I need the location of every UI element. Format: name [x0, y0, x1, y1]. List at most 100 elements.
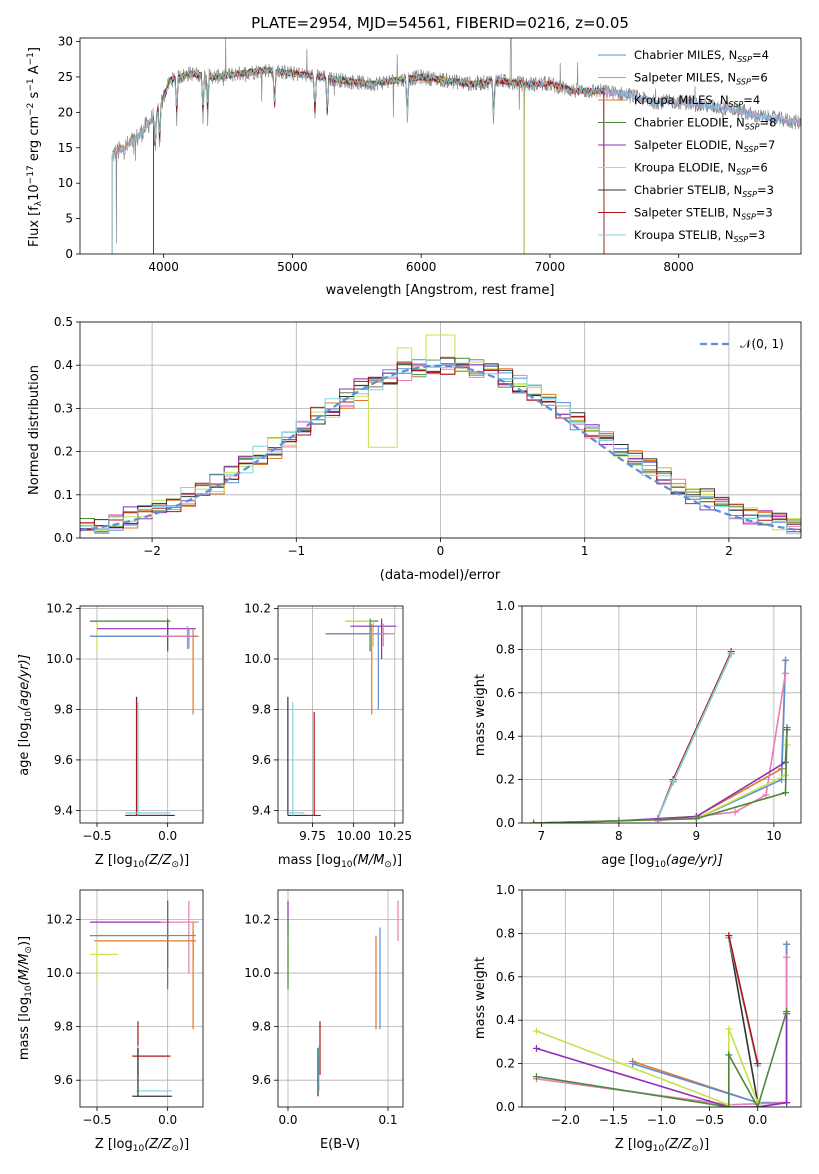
spectrum-legend-label-5: Kroupa ELODIE, NSSP=6 — [634, 161, 768, 177]
weight-z-marker-6-3 — [783, 1099, 791, 1107]
weight-age-ytick-label-4: 0.8 — [496, 642, 515, 656]
weight-age-xlabel-sub: 10 — [654, 860, 666, 870]
spectrum-legend-label-6-post: =3 — [757, 183, 774, 197]
weight-z-marker-7-2 — [725, 1025, 733, 1033]
spectrum-legend-label-6-pre: Chabrier STELIB, N — [634, 183, 742, 197]
weight-z-ytick-label-5: 1.0 — [496, 883, 515, 897]
residuals-ylabel: Normed distribution — [27, 365, 42, 495]
spectrum-model-5 — [152, 66, 525, 254]
spectrum-legend-label-0: Chabrier MILES, NSSP=4 — [634, 48, 769, 64]
weight-z-marker-8-1 — [725, 1103, 733, 1107]
spectrum-legend-label-2-pre: Kroupa MILES, N — [634, 93, 729, 107]
residuals-hist-5 — [80, 334, 801, 531]
spectrum-ylabel-a: Flux [f — [27, 206, 42, 247]
spectrum-legend-label-7-post: =3 — [756, 206, 773, 220]
spectrum-legend-label-5-sub: SSP — [736, 168, 751, 177]
spectrum-ylabel-sup: −17 — [26, 165, 36, 184]
weight-age-marker-2-2 — [727, 650, 735, 658]
age-z-xlabel-sub: 10 — [133, 860, 145, 870]
mass-z-ytick-label-0: 9.6 — [54, 1073, 73, 1087]
spectrum-model-2 — [111, 67, 605, 254]
spectrum-legend-label-1-post: =6 — [751, 71, 768, 85]
spectrum-title: PLATE=2954, MJD=54561, FIBERID=0216, z=0… — [251, 14, 629, 32]
spectrum-xlabel: wavelength [Angstrom, rest frame] — [326, 283, 555, 298]
spectrum-legend-label-7: Salpeter STELIB, NSSP=3 — [634, 206, 773, 222]
age-z-xlabel-a: Z [log — [95, 853, 133, 868]
spectrum-legend-label-8: Kroupa STELIB, NSSP=3 — [634, 228, 765, 244]
spectrum-ylabel-f: ] — [27, 47, 42, 52]
age-mass-xlabel: mass [log10(M/M⊙)] — [278, 853, 402, 870]
age-z-ytick-label-3: 10.0 — [46, 652, 73, 666]
mass-z-frame — [79, 889, 204, 1108]
mass-ebv-grid — [278, 890, 403, 1107]
weight-age-xtick-label-2: 9 — [693, 829, 701, 843]
weight-age-xtick-label-0: 7 — [538, 829, 546, 843]
age-mass-xlabel-sub2: ⊙ — [384, 860, 392, 870]
age-mass-xlabel-sub: 10 — [341, 860, 353, 870]
spectrum-legend-label-2-sub: SSP — [729, 100, 744, 109]
residuals-legend-label: 𝒩(0, 1) — [740, 337, 784, 351]
age-z-panel: −0.5 0.0 9.4 9.6 9.8 10.0 10.2 — [46, 602, 204, 843]
residuals-ytick-label-4: 0.4 — [54, 358, 73, 372]
mass-z-xlabel: Z [log10(Z/Z⊙)] — [95, 1137, 189, 1154]
weight-z-marker-7-0 — [532, 1027, 540, 1035]
age-z-xtick-label-0: −0.5 — [82, 829, 111, 843]
age-z-plot-area — [89, 618, 199, 817]
spectrum-model-4 — [152, 66, 525, 254]
spectrum-legend-label-6: Chabrier STELIB, NSSP=3 — [634, 183, 774, 199]
age-mass-panel: 9.75 10.00 10.25 9.4 9.6 9.8 10.0 10.2 — [244, 602, 412, 843]
weight-z-marker-8-0 — [532, 1073, 540, 1081]
weight-z-xtick-label-0: −2.0 — [551, 1113, 580, 1127]
age-z-xlabel-sub2: ⊙ — [171, 860, 179, 870]
age-z-ytick-label-1: 9.6 — [54, 753, 73, 767]
residuals-xtick-label-1: −1 — [287, 544, 305, 558]
weight-z-grid — [522, 889, 801, 1108]
weight-age-ylabel: mass weight — [473, 674, 488, 756]
spectrum-ylabel-d: s — [27, 91, 42, 102]
weight-age-marker-8-1 — [615, 817, 623, 823]
spectrum-ylabel: Flux [fλ10−17 erg cm−2 s−1 A−1] — [26, 47, 44, 247]
age-mass-ytick-label-4: 10.2 — [244, 602, 271, 616]
spectrum-legend-label-6-sub: SSP — [742, 190, 757, 199]
weight-age-series-8 — [533, 727, 788, 823]
spectrum-legend-label-3: Chabrier ELODIE, NSSP=8 — [634, 116, 776, 132]
mass-ebv-xtick-label-0: 0.0 — [278, 1113, 297, 1127]
weight-age-series-6 — [533, 729, 788, 823]
age-z-ylabel: age [log10(age/yr)] — [17, 654, 34, 776]
mass-z-ylabel-c: )] — [17, 936, 32, 946]
weight-age-plot-area — [530, 648, 791, 823]
weight-age-ytick-label-3: 0.6 — [496, 686, 515, 700]
weight-z-series-0 — [728, 937, 759, 1103]
spectrum-xtick-label-0: 4000 — [148, 260, 179, 274]
spectrum-legend-label-2-post: =4 — [743, 93, 760, 107]
age-mass-grid — [278, 606, 403, 823]
weight-z-xlabel-b: (Z/Z — [664, 1137, 692, 1152]
weight-z-marker-4-3 — [783, 940, 791, 948]
age-z-ytick-label-0: 9.4 — [54, 803, 73, 817]
spectrum-ytick-label-0: 0 — [65, 247, 73, 261]
spectrum-panel: 4000 5000 6000 7000 8000 0 5 10 15 20 25 30 Chabrier… — [58, 35, 802, 274]
residuals-plot-area — [80, 334, 801, 535]
mass-z-ylabel-sub2: ⊙ — [24, 946, 34, 954]
weight-z-plot-area — [532, 932, 791, 1107]
age-mass-xlabel-c: )] — [392, 853, 402, 868]
spectrum-legend-label-8-sub: SSP — [734, 235, 749, 244]
weight-age-marker-8-2 — [692, 815, 700, 823]
mass-z-xlabel-b: (Z/Z — [144, 1137, 172, 1152]
age-z-xtick-label-1: 0.0 — [158, 829, 177, 843]
weight-age-marker-8-3 — [782, 789, 789, 797]
mass-z-ylabel-b: (M/M — [17, 954, 32, 986]
spectrum-legend-label-2: Kroupa MILES, NSSP=4 — [634, 93, 760, 109]
weight-z-marker-2-0 — [725, 932, 733, 940]
spectrum-legend-label-0-sub: SSP — [737, 55, 752, 64]
spectrum-legend-label-0-pre: Chabrier MILES, N — [634, 48, 737, 62]
residuals-ytick-label-5: 0.5 — [54, 315, 73, 329]
weight-z-xtick-label-4: 0.0 — [748, 1113, 767, 1127]
spectrum-model-6 — [152, 66, 605, 254]
age-mass-xlabel-a: mass [log — [278, 853, 341, 868]
mass-z-xtick-label-0: −0.5 — [82, 1113, 111, 1127]
weight-z-series-6 — [536, 1013, 788, 1107]
residuals-xtick-label-0: −2 — [143, 544, 161, 558]
spectrum-legend-label-1-pre: Salpeter MILES, N — [634, 71, 736, 85]
